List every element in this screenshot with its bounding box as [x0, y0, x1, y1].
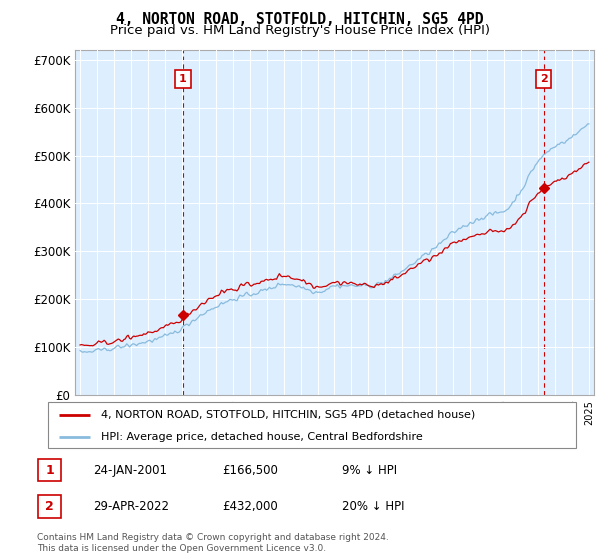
Text: 4, NORTON ROAD, STOTFOLD, HITCHIN, SG5 4PD: 4, NORTON ROAD, STOTFOLD, HITCHIN, SG5 4…	[116, 12, 484, 27]
Text: HPI: Average price, detached house, Central Bedfordshire: HPI: Average price, detached house, Cent…	[101, 432, 422, 441]
Text: £166,500: £166,500	[222, 464, 278, 477]
Text: Contains HM Land Registry data © Crown copyright and database right 2024.: Contains HM Land Registry data © Crown c…	[37, 533, 389, 542]
Text: 1: 1	[179, 74, 187, 84]
FancyBboxPatch shape	[38, 495, 61, 518]
Text: 20% ↓ HPI: 20% ↓ HPI	[342, 500, 404, 513]
Text: 29-APR-2022: 29-APR-2022	[93, 500, 169, 513]
Text: 1: 1	[46, 464, 54, 477]
FancyBboxPatch shape	[38, 459, 61, 482]
Text: 2: 2	[540, 74, 548, 84]
Text: £432,000: £432,000	[222, 500, 278, 513]
Text: Price paid vs. HM Land Registry's House Price Index (HPI): Price paid vs. HM Land Registry's House …	[110, 24, 490, 37]
Text: This data is licensed under the Open Government Licence v3.0.: This data is licensed under the Open Gov…	[37, 544, 326, 553]
Text: 4, NORTON ROAD, STOTFOLD, HITCHIN, SG5 4PD (detached house): 4, NORTON ROAD, STOTFOLD, HITCHIN, SG5 4…	[101, 410, 475, 420]
Text: 24-JAN-2001: 24-JAN-2001	[93, 464, 167, 477]
FancyBboxPatch shape	[48, 402, 576, 448]
Text: 2: 2	[46, 500, 54, 513]
Text: 9% ↓ HPI: 9% ↓ HPI	[342, 464, 397, 477]
